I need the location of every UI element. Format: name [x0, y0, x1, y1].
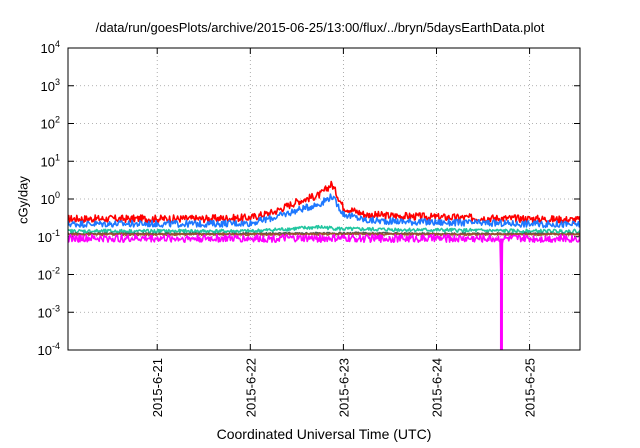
y-tick-base: 10	[41, 41, 55, 56]
y-tick-label: 10-3	[38, 303, 60, 320]
y-tick-label: 102	[41, 115, 60, 132]
y-tick-exponent: -4	[52, 341, 60, 351]
y-tick-exponent: -1	[52, 228, 60, 238]
y-tick-label: 10-1	[38, 228, 60, 245]
series-line-5	[68, 232, 580, 237]
y-tick-base: 10	[38, 305, 52, 320]
y-tick-exponent: 3	[55, 77, 60, 87]
y-tick-base: 10	[41, 192, 55, 207]
series-line-6	[68, 233, 580, 350]
y-tick-label: 104	[41, 39, 60, 56]
x-tick-label: 2015-6-24	[429, 358, 444, 417]
x-tick-label: 2015-6-22	[243, 358, 258, 417]
y-tick-exponent: -2	[52, 266, 60, 276]
y-tick-base: 10	[38, 268, 52, 283]
chart-title: /data/run/goesPlots/archive/2015-06-25/1…	[95, 20, 545, 35]
y-tick-exponent: -3	[52, 303, 60, 313]
y-tick-exponent: 0	[55, 190, 60, 200]
y-tick-label: 100	[41, 190, 60, 207]
y-tick-base: 10	[41, 117, 55, 132]
y-tick-label: 101	[41, 152, 60, 169]
y-tick-label: 103	[41, 77, 60, 94]
x-tick-label: 2015-6-21	[150, 358, 165, 417]
y-tick-base: 10	[41, 79, 55, 94]
series-line-3	[68, 224, 580, 234]
plot-frame	[67, 47, 581, 351]
x-tick-label: 2015-6-25	[523, 358, 538, 417]
x-axis-label: Coordinated Universal Time (UTC)	[216, 426, 432, 442]
y-tick-base: 10	[41, 154, 55, 169]
y-axis-label: cGy/day	[15, 176, 31, 224]
y-tick-base: 10	[38, 343, 52, 358]
y-tick-base: 10	[38, 230, 52, 245]
y-tick-label: 10-4	[38, 341, 60, 358]
y-tick-exponent: 2	[55, 115, 60, 125]
y-tick-label: 10-2	[38, 266, 60, 283]
y-tick-exponent: 1	[55, 152, 60, 162]
y-tick-exponent: 4	[55, 39, 60, 49]
series-line-2	[68, 193, 580, 229]
series-line-1	[68, 180, 580, 224]
x-tick-label: 2015-6-23	[336, 358, 351, 417]
